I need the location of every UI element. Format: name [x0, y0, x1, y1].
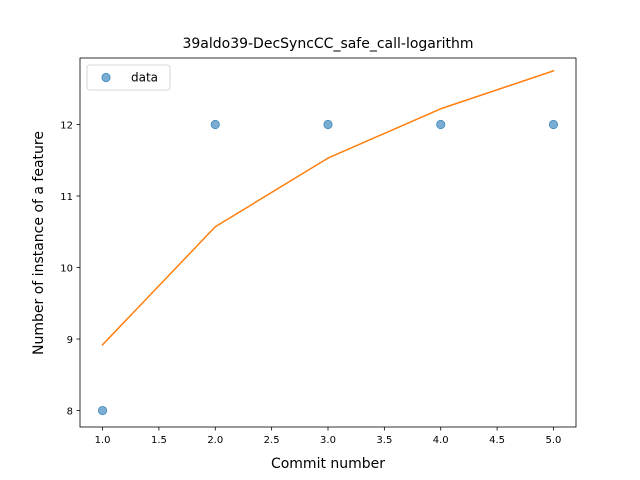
y-tick-label: 8 [67, 407, 73, 418]
axes: 1.0 1.5 2.0 2.5 3.0 3.5 4.0 4.5 5.0 8 9 10 11 12 [60, 57, 577, 446]
legend-marker [101, 72, 111, 83]
y-tick-label: 9 [67, 335, 73, 346]
data-point [548, 119, 559, 130]
y-tick-label: 12 [60, 121, 73, 132]
fit-line-series [101, 69, 555, 346]
data-point [323, 119, 333, 130]
x-axis-label: Commit number [271, 456, 385, 472]
plot-area [97, 69, 559, 416]
legend-label: data [131, 71, 158, 85]
data-point [97, 405, 108, 416]
x-tick-label: 4.0 [433, 435, 449, 446]
x-tick-label: 5.0 [546, 435, 562, 446]
x-tick-label: 3.0 [320, 435, 336, 446]
chart-title: 39aldo39-DecSyncCC_safe_call-logarithm [182, 36, 473, 52]
data-point [436, 119, 446, 130]
x-tick-label: 3.5 [376, 435, 392, 446]
x-tick-label: 2.5 [264, 435, 280, 446]
x-tick-label: 1.5 [151, 435, 167, 446]
legend-box [86, 64, 171, 91]
y-axis-label: Number of instance of a feature [31, 131, 47, 355]
legend: data [86, 64, 171, 91]
x-tick-label: 4.5 [489, 435, 505, 446]
y-tick-label: 11 [60, 192, 73, 203]
x-tick-label: 1.0 [95, 435, 111, 446]
data-point [210, 119, 220, 130]
y-tick-label: 10 [60, 264, 73, 275]
x-tick-label: 2.0 [207, 435, 223, 446]
